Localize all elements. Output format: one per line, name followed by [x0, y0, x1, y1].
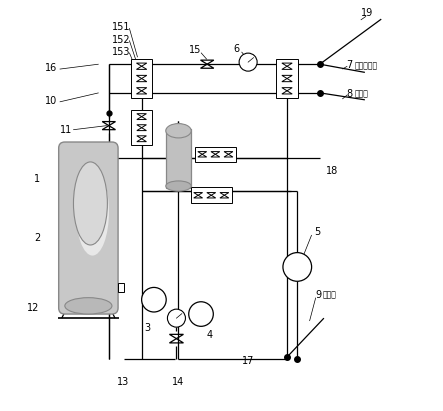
Ellipse shape	[166, 124, 191, 138]
Text: 15: 15	[189, 45, 201, 55]
Text: 2: 2	[34, 233, 40, 243]
Ellipse shape	[166, 181, 191, 191]
Bar	[191, 187, 232, 203]
Text: 152: 152	[112, 35, 130, 45]
Bar	[166, 129, 191, 188]
Text: 18: 18	[326, 166, 338, 175]
Bar	[118, 282, 124, 292]
Text: 接高压气源: 接高压气源	[355, 61, 378, 70]
Text: 4: 4	[206, 330, 212, 339]
Ellipse shape	[76, 168, 109, 256]
Bar	[131, 59, 152, 98]
Text: 10: 10	[45, 96, 58, 106]
Text: 7: 7	[346, 60, 353, 70]
Circle shape	[167, 309, 186, 327]
Text: 12: 12	[27, 303, 39, 313]
Text: 151: 151	[112, 22, 130, 32]
Text: 5: 5	[315, 227, 321, 237]
Circle shape	[142, 287, 166, 312]
Bar	[276, 59, 298, 98]
Circle shape	[189, 302, 214, 326]
Circle shape	[283, 253, 311, 281]
Text: 3: 3	[145, 323, 151, 333]
Text: 13: 13	[117, 376, 129, 387]
Text: 153: 153	[112, 47, 130, 57]
Circle shape	[239, 53, 257, 71]
Ellipse shape	[74, 162, 107, 245]
Text: 1: 1	[34, 174, 40, 184]
Text: 11: 11	[60, 125, 72, 135]
Bar	[195, 146, 236, 162]
Text: 6: 6	[233, 44, 240, 54]
Text: 19: 19	[361, 8, 373, 18]
Text: 接水源: 接水源	[323, 290, 337, 299]
Bar	[131, 110, 152, 145]
Text: 17: 17	[242, 356, 254, 366]
Text: 16: 16	[45, 63, 58, 73]
Ellipse shape	[65, 298, 112, 314]
Text: 8: 8	[346, 89, 353, 99]
Text: 9: 9	[315, 290, 322, 300]
FancyBboxPatch shape	[58, 142, 118, 314]
Text: 接大气: 接大气	[355, 90, 369, 99]
Text: 14: 14	[172, 376, 185, 387]
